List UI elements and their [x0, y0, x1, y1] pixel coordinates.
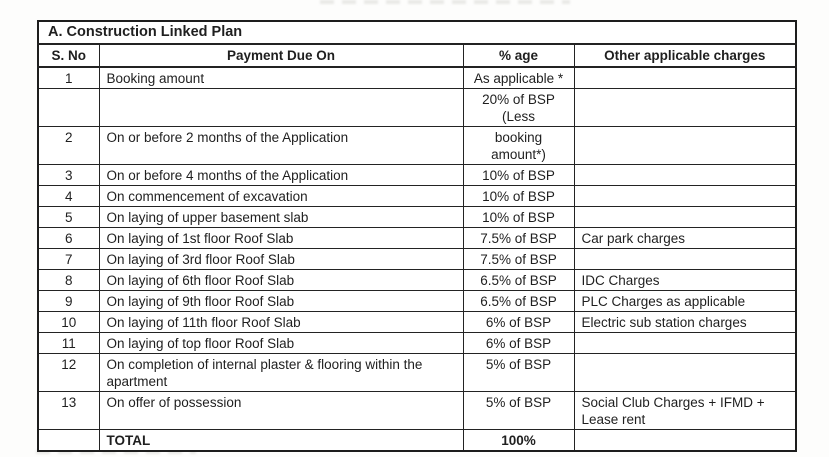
payment-cell: On laying of 3rd floor Roof Slab — [98, 248, 464, 270]
other-charges-cell — [573, 88, 797, 127]
percentage-cell: 10% of BSP — [462, 185, 575, 207]
percentage-cell: 6.5% of BSP — [462, 290, 575, 312]
payment-cell: On laying of top floor Roof Slab — [98, 332, 464, 354]
header-sno: S. No — [37, 43, 100, 68]
payment-cell: On or before 4 months of the Application — [98, 164, 464, 186]
other-charges-cell — [573, 429, 797, 452]
sno-cell: 1 — [37, 66, 100, 89]
sno-cell: 3 — [37, 164, 100, 186]
header-percentage: % age — [462, 43, 575, 68]
payment-cell: On laying of 9th floor Roof Slab — [98, 290, 464, 312]
percentage-cell: booking amount*) — [462, 126, 575, 165]
table-row: 13 On offer of possession 5% of BSP Soci… — [37, 391, 797, 430]
table-row: 12 On completion of internal plaster & f… — [37, 353, 797, 392]
other-charges-cell: Car park charges — [573, 227, 797, 249]
percentage-cell: 6% of BSP — [462, 332, 575, 354]
payment-cell: On laying of 6th floor Roof Slab — [98, 269, 464, 291]
table-row: 7 On laying of 3rd floor Roof Slab 7.5% … — [37, 248, 797, 270]
cropped-text-artifact-bottom — [36, 450, 196, 454]
payment-cell: On laying of 11th floor Roof Slab — [98, 311, 464, 333]
percentage-cell: 6.5% of BSP — [462, 269, 575, 291]
payment-cell: On or before 2 months of the Application — [98, 126, 464, 165]
sno-cell: 5 — [37, 206, 100, 228]
other-charges-cell — [573, 66, 797, 89]
percentage-cell: 20% of BSP (Less — [462, 88, 575, 127]
payment-cell: On laying of upper basement slab — [98, 206, 464, 228]
sno-cell: 10 — [37, 311, 100, 333]
table-row: 8 On laying of 6th floor Roof Slab 6.5% … — [37, 269, 797, 291]
table-row: 1 Booking amount As applicable * — [37, 66, 797, 89]
table-row: 11 On laying of top floor Roof Slab 6% o… — [37, 332, 797, 354]
sno-cell: 2 — [37, 126, 100, 165]
percentage-cell: 5% of BSP — [462, 391, 575, 430]
sno-cell: 6 — [37, 227, 100, 249]
sno-cell: 8 — [37, 269, 100, 291]
other-charges-cell: Electric sub station charges — [573, 311, 797, 333]
table-row: 9 On laying of 9th floor Roof Slab 6.5% … — [37, 290, 797, 312]
sno-cell: 13 — [37, 391, 100, 430]
percentage-cell: 7.5% of BSP — [462, 248, 575, 270]
sno-cell: 7 — [37, 248, 100, 270]
sno-cell: 9 — [37, 290, 100, 312]
percentage-cell: As applicable * — [462, 66, 575, 89]
table-row: 10 On laying of 11th floor Roof Slab 6% … — [37, 311, 797, 333]
header-payment-due-on: Payment Due On — [98, 43, 464, 68]
sno-cell — [37, 88, 100, 127]
total-label: TOTAL — [98, 429, 464, 452]
other-charges-cell — [573, 126, 797, 165]
sno-cell: 12 — [37, 353, 100, 392]
table-title: A. Construction Linked Plan — [37, 20, 797, 45]
other-charges-cell — [573, 206, 797, 228]
table-row: 3 On or before 4 months of the Applicati… — [37, 164, 797, 186]
table-row: 2 On or before 2 months of the Applicati… — [37, 126, 797, 165]
payment-cell: On completion of internal plaster & floo… — [98, 353, 464, 392]
table-row: 4 On commencement of excavation 10% of B… — [37, 185, 797, 207]
payment-cell — [98, 88, 464, 127]
percentage-cell: 10% of BSP — [462, 164, 575, 186]
cropped-text-artifact-top — [320, 0, 570, 4]
sno-cell: 11 — [37, 332, 100, 354]
table-row: 5 On laying of upper basement slab 10% o… — [37, 206, 797, 228]
other-charges-cell — [573, 353, 797, 392]
table-header-row: S. No Payment Due On % age Other applica… — [37, 43, 797, 68]
header-other-charges: Other applicable charges — [573, 43, 797, 68]
percentage-cell: 7.5% of BSP — [462, 227, 575, 249]
other-charges-cell: Social Club Charges + IFMD + Lease rent — [573, 391, 797, 430]
other-charges-cell — [573, 332, 797, 354]
table-row: 6 On laying of 1st floor Roof Slab 7.5% … — [37, 227, 797, 249]
payment-cell: Booking amount — [98, 66, 464, 89]
total-row: TOTAL 100% — [37, 429, 797, 452]
percentage-cell: 6% of BSP — [462, 311, 575, 333]
other-charges-cell: PLC Charges as applicable — [573, 290, 797, 312]
payment-cell: On commencement of excavation — [98, 185, 464, 207]
payment-cell: On offer of possession — [98, 391, 464, 430]
total-percentage: 100% — [462, 429, 575, 452]
other-charges-cell: IDC Charges — [573, 269, 797, 291]
table-title-row: A. Construction Linked Plan — [37, 20, 797, 45]
payment-cell: On laying of 1st floor Roof Slab — [98, 227, 464, 249]
other-charges-cell — [573, 248, 797, 270]
other-charges-cell — [573, 185, 797, 207]
other-charges-cell — [573, 164, 797, 186]
percentage-cell: 5% of BSP — [462, 353, 575, 392]
sno-cell: 4 — [37, 185, 100, 207]
construction-linked-plan-table: A. Construction Linked Plan S. No Paymen… — [37, 20, 798, 452]
percentage-cell: 10% of BSP — [462, 206, 575, 228]
sno-cell — [37, 429, 100, 452]
table-row: 20% of BSP (Less — [37, 88, 797, 127]
